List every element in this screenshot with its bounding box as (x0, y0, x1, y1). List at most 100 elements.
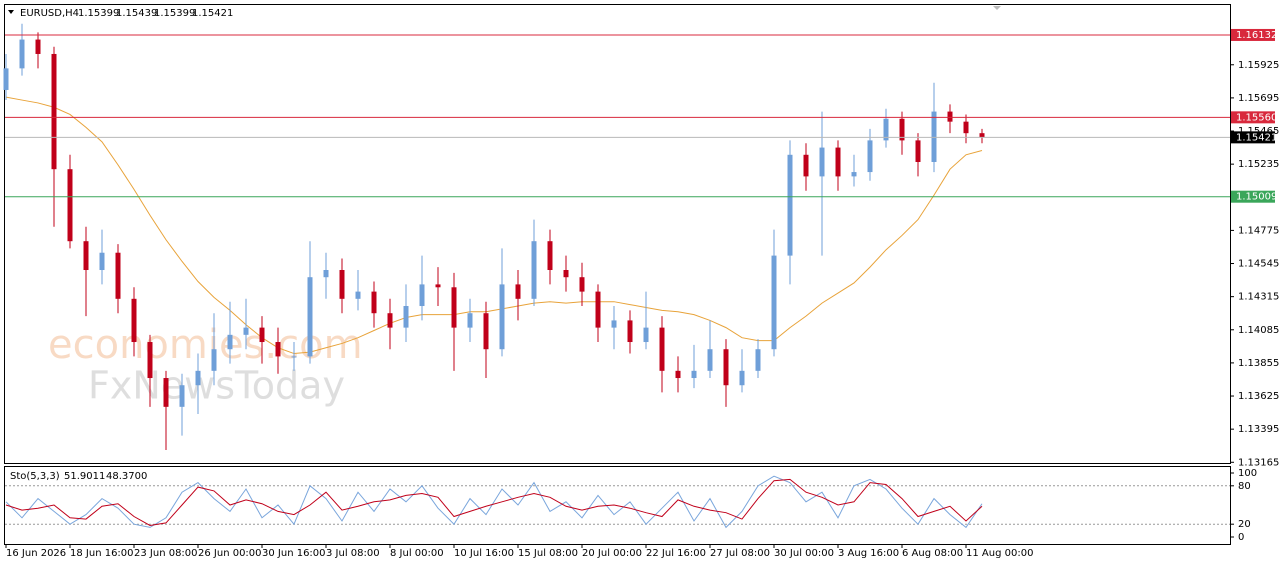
candle-body (387, 313, 393, 328)
x-tick-label: 22 Jul 16:00 (646, 548, 706, 559)
main-panel (4, 4, 1231, 464)
candle-body (643, 327, 649, 343)
candle-body (19, 39, 25, 69)
candle-body (131, 298, 137, 343)
candle-body (755, 349, 761, 371)
candle-body (915, 140, 921, 162)
candle-body (451, 287, 457, 328)
y-tick-label: 80 (1238, 481, 1251, 492)
candle-body (803, 154, 809, 177)
candle-body (307, 277, 313, 357)
ohlc-readout: 1.15399 (154, 8, 195, 19)
y-tick-label: 100 (1238, 468, 1257, 479)
y-tick-label: 0 (1238, 532, 1244, 543)
candle-body (835, 147, 841, 177)
candle-body (67, 169, 73, 242)
candle-body (83, 241, 89, 271)
candle-body (483, 313, 489, 350)
candle-body (291, 356, 297, 358)
candle-body (691, 370, 697, 379)
candle-body (243, 327, 249, 335)
y-tick-label: 1.14085 (1238, 325, 1279, 336)
candle-body (883, 118, 889, 141)
candle-body (147, 342, 153, 379)
x-tick-label: 3 Aug 16:00 (838, 548, 899, 559)
candle-body (35, 39, 41, 54)
price-level-box (1231, 28, 1275, 41)
candle-body (947, 111, 953, 122)
candle-body (435, 284, 441, 288)
candle-body (627, 320, 633, 343)
price-level-label: 1.15421 (1236, 132, 1277, 143)
candle-body (707, 349, 713, 371)
candle-body (899, 118, 905, 141)
stochastic-line (5, 478, 983, 526)
x-tick-label: 11 Aug 00:00 (966, 548, 1033, 559)
candle-body (675, 370, 681, 379)
shift-marker (993, 6, 1001, 10)
candle-body (931, 111, 937, 162)
ohlc-readout: 1.15399 (78, 8, 119, 19)
candle-body (323, 270, 329, 278)
candle-body (211, 349, 217, 371)
y-tick-label: 1.13625 (1238, 391, 1279, 402)
candle-body (371, 291, 377, 314)
x-tick-label: 15 Jul 08:00 (518, 548, 578, 559)
candle-body (515, 284, 521, 299)
x-tick-label: 26 Jun 00:00 (198, 548, 262, 559)
x-tick-label: 23 Jun 08:00 (134, 548, 198, 559)
candle-body (99, 252, 105, 271)
candle-body (579, 277, 585, 292)
x-tick-label: 27 Jul 08:00 (710, 548, 770, 559)
indicator-readout: 48.3700 (106, 471, 147, 482)
moving-average (5, 96, 983, 355)
symbol-title: EURUSD,H4 (20, 8, 79, 19)
y-tick-label: 1.14545 (1238, 259, 1279, 270)
price-level-box (1231, 111, 1275, 124)
candle-body (467, 313, 473, 328)
candle-body (179, 385, 185, 407)
candle-body (659, 327, 665, 371)
price-level-box (1231, 131, 1275, 144)
ohlc-readout: 1.15439 (116, 8, 157, 19)
candle-body (979, 133, 985, 138)
price-level-box (1231, 190, 1275, 203)
stochastic-line (5, 475, 983, 529)
candle-body (723, 349, 729, 386)
x-tick-label: 30 Jul 00:00 (774, 548, 834, 559)
candle-body (595, 291, 601, 328)
candle-body (3, 68, 9, 90)
y-tick-label: 1.15925 (1238, 60, 1279, 71)
candle-body (739, 370, 745, 386)
x-tick-label: 20 Jul 00:00 (582, 548, 642, 559)
candle-body (531, 241, 537, 299)
y-tick-label: 1.15235 (1238, 159, 1279, 170)
watermark: economies.com (48, 322, 363, 368)
x-tick-label: 18 Jun 16:00 (70, 548, 134, 559)
candle-body (339, 270, 345, 299)
watermark: FxNewsToday (88, 364, 345, 408)
candle-body (771, 255, 777, 350)
candle-body (867, 140, 873, 173)
y-tick-label: 1.13855 (1238, 358, 1279, 369)
x-tick-label: 30 Jun 16:00 (262, 548, 326, 559)
y-tick-label: 20 (1238, 519, 1251, 530)
x-tick-label: 8 Jul 00:00 (390, 548, 444, 559)
candle-body (547, 241, 553, 271)
candle-body (499, 284, 505, 350)
candle-body (787, 154, 793, 256)
y-tick-label: 1.14315 (1238, 292, 1279, 303)
sub-panel (4, 466, 1231, 545)
x-tick-label: 6 Aug 08:00 (902, 548, 963, 559)
price-level-label: 1.15009 (1236, 192, 1277, 203)
candle-body (819, 147, 825, 177)
candle-body (259, 327, 265, 343)
price-level-label: 1.15560 (1236, 112, 1277, 123)
y-tick-label: 1.13395 (1238, 424, 1279, 435)
candle-body (419, 284, 425, 307)
candle-body (403, 306, 409, 328)
menu-arrow[interactable] (8, 10, 14, 14)
indicator-title: Sto(5,3,3) (10, 471, 60, 482)
